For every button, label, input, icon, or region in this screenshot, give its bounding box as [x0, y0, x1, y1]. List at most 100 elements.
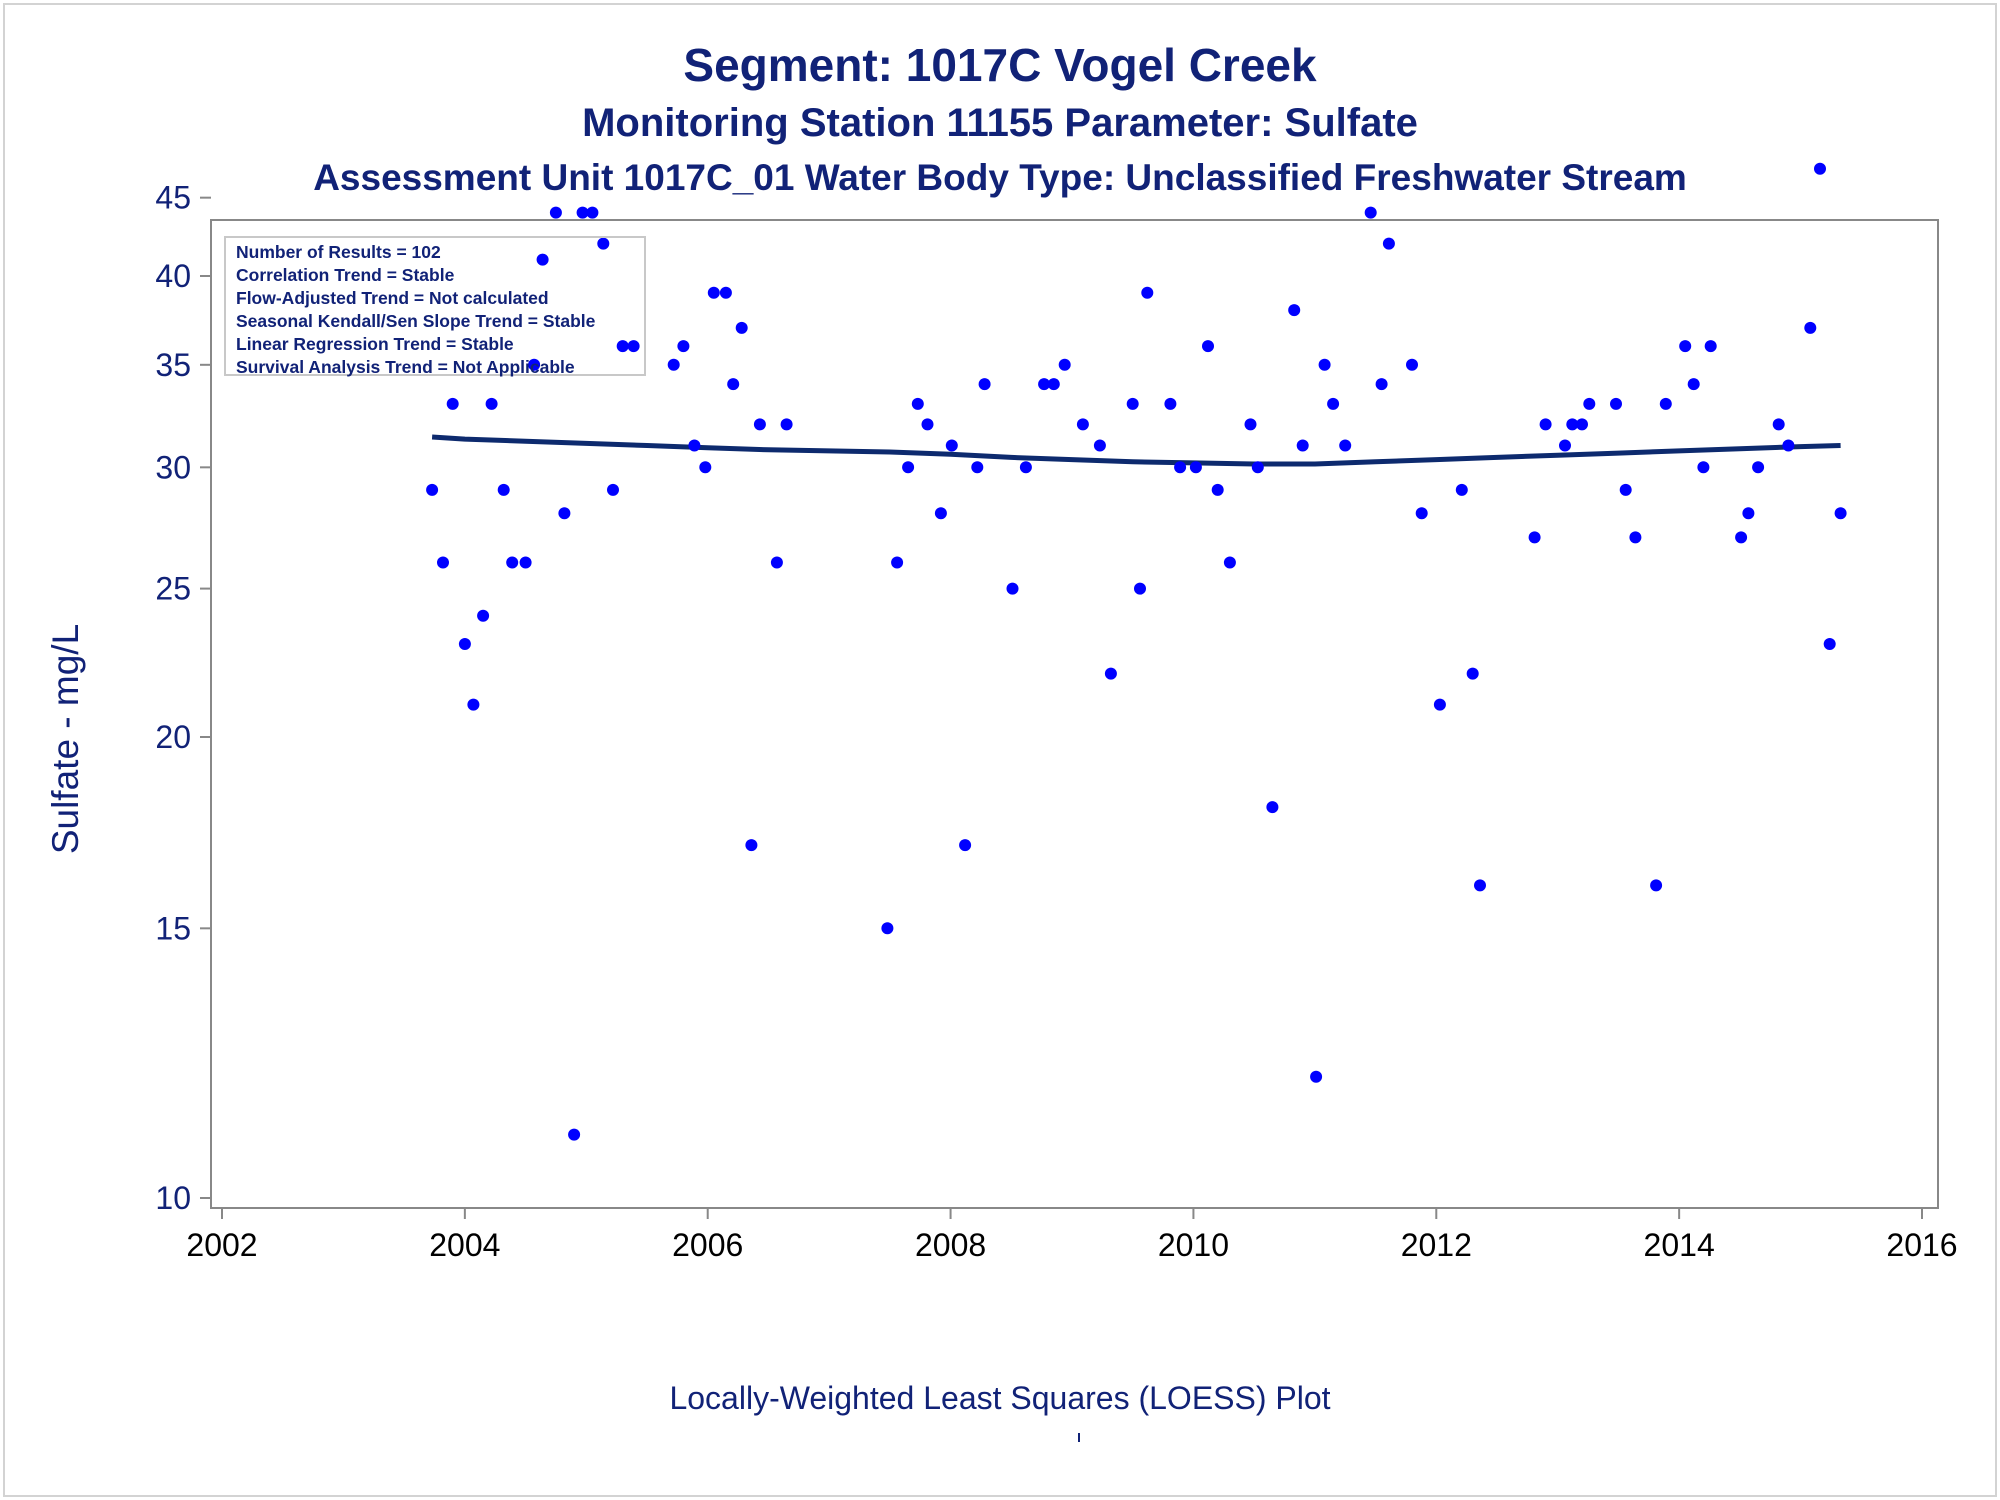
y-tick-label-35: 35 [155, 347, 191, 383]
footnote-tick-mark [1078, 1433, 1080, 1442]
data-point-98 [1804, 321, 1817, 334]
data-point-92 [1704, 340, 1717, 353]
data-point-35 [902, 461, 915, 474]
data-point-81 [1566, 418, 1579, 431]
data-point-101 [1834, 507, 1847, 520]
data-point-2 [446, 397, 459, 410]
data-point-57 [1202, 340, 1214, 353]
x-tick-label-2010: 2010 [1158, 1227, 1229, 1263]
data-point-41 [971, 461, 984, 474]
data-point-51 [1126, 397, 1139, 410]
data-point-38 [934, 507, 947, 520]
data-point-88 [1659, 397, 1672, 410]
info-linear-regression-trend: Linear Regression Trend = Stable [236, 334, 514, 354]
data-point-42 [978, 378, 991, 391]
y-tick-label-45: 45 [155, 180, 191, 216]
data-point-1 [437, 556, 449, 569]
data-point-13 [558, 507, 571, 520]
data-point-21 [667, 358, 680, 371]
data-point-7 [497, 483, 510, 496]
data-point-45 [1038, 378, 1051, 391]
data-point-37 [921, 418, 934, 431]
data-point-52 [1134, 582, 1146, 595]
data-point-50 [1104, 667, 1117, 680]
data-point-4 [467, 698, 480, 711]
data-point-43 [1006, 582, 1019, 595]
x-tick-label-2014: 2014 [1644, 1227, 1715, 1263]
data-point-26 [719, 286, 732, 299]
data-point-44 [1019, 461, 1032, 474]
info-survival-analysis-trend: Survival Analysis Trend = Not Applicable [236, 357, 575, 377]
data-point-31 [770, 556, 783, 569]
data-point-58 [1211, 483, 1224, 496]
data-point-94 [1742, 507, 1755, 520]
loess-trend-line [431, 434, 1841, 467]
x-tick-label-2004: 2004 [429, 1227, 500, 1263]
data-point-19 [616, 340, 629, 353]
x-tick-label-2008: 2008 [915, 1227, 986, 1263]
chart-subtitle: Monitoring Station 11155 Parameter: Sulf… [582, 101, 1418, 145]
data-point-22 [677, 340, 690, 353]
data-point-11 [536, 253, 549, 266]
data-point-56 [1189, 461, 1202, 474]
info-results-count: Number of Results = 102 [236, 242, 441, 262]
data-point-84 [1610, 397, 1622, 410]
y-tick-label-25: 25 [155, 571, 191, 607]
data-point-53 [1141, 286, 1154, 299]
data-point-73 [1415, 507, 1428, 520]
y-tick-label-30: 30 [155, 449, 191, 485]
data-point-97 [1782, 439, 1795, 452]
data-point-86 [1629, 531, 1642, 544]
data-point-12 [549, 206, 562, 219]
data-point-100 [1823, 638, 1836, 650]
data-point-34 [891, 556, 904, 569]
data-point-76 [1466, 667, 1479, 680]
x-tick-label-2012: 2012 [1401, 1227, 1472, 1263]
data-point-90 [1687, 378, 1700, 391]
chart-subtitle-2: Assessment Unit 1017C_01 Water Body Type… [313, 157, 1687, 198]
data-point-74 [1433, 698, 1446, 711]
data-point-15 [576, 206, 589, 219]
data-point-54 [1164, 397, 1177, 410]
data-point-47 [1058, 358, 1071, 371]
info-correlation-trend: Correlation Trend = Stable [236, 265, 455, 285]
data-point-65 [1310, 1070, 1323, 1083]
data-point-96 [1772, 418, 1785, 431]
data-point-28 [735, 321, 748, 334]
data-point-24 [699, 461, 712, 474]
data-point-14 [568, 1128, 581, 1141]
data-point-68 [1339, 439, 1352, 452]
data-point-30 [753, 418, 766, 431]
data-point-78 [1528, 531, 1541, 544]
data-point-10 [528, 358, 541, 371]
data-point-27 [727, 378, 740, 391]
data-point-36 [911, 397, 924, 410]
data-point-3 [458, 638, 471, 650]
data-point-20 [627, 340, 640, 353]
data-point-72 [1406, 358, 1418, 371]
y-tick-label-20: 20 [155, 719, 191, 755]
footnote: Locally-Weighted Least Squares (LOESS) P… [669, 1380, 1331, 1416]
data-point-33 [881, 922, 894, 935]
data-point-62 [1266, 801, 1279, 814]
data-point-46 [1047, 378, 1060, 391]
data-point-93 [1735, 531, 1748, 544]
data-point-75 [1455, 483, 1468, 496]
data-point-95 [1752, 461, 1765, 474]
y-tick-label-10: 10 [155, 1180, 191, 1216]
data-point-29 [745, 839, 758, 852]
data-point-63 [1288, 304, 1301, 317]
data-point-82 [1576, 418, 1588, 431]
data-point-16 [586, 206, 599, 219]
data-point-59 [1223, 556, 1236, 569]
info-seasonal-kendall-trend: Seasonal Kendall/Sen Slope Trend = Stabl… [236, 311, 596, 331]
y-tick-label-15: 15 [155, 910, 191, 946]
data-point-55 [1174, 461, 1187, 474]
data-point-67 [1327, 397, 1340, 410]
y-tick-label-40: 40 [155, 258, 191, 294]
data-point-70 [1375, 378, 1388, 391]
data-point-25 [707, 286, 720, 299]
data-point-83 [1583, 397, 1596, 410]
data-point-89 [1679, 340, 1692, 353]
